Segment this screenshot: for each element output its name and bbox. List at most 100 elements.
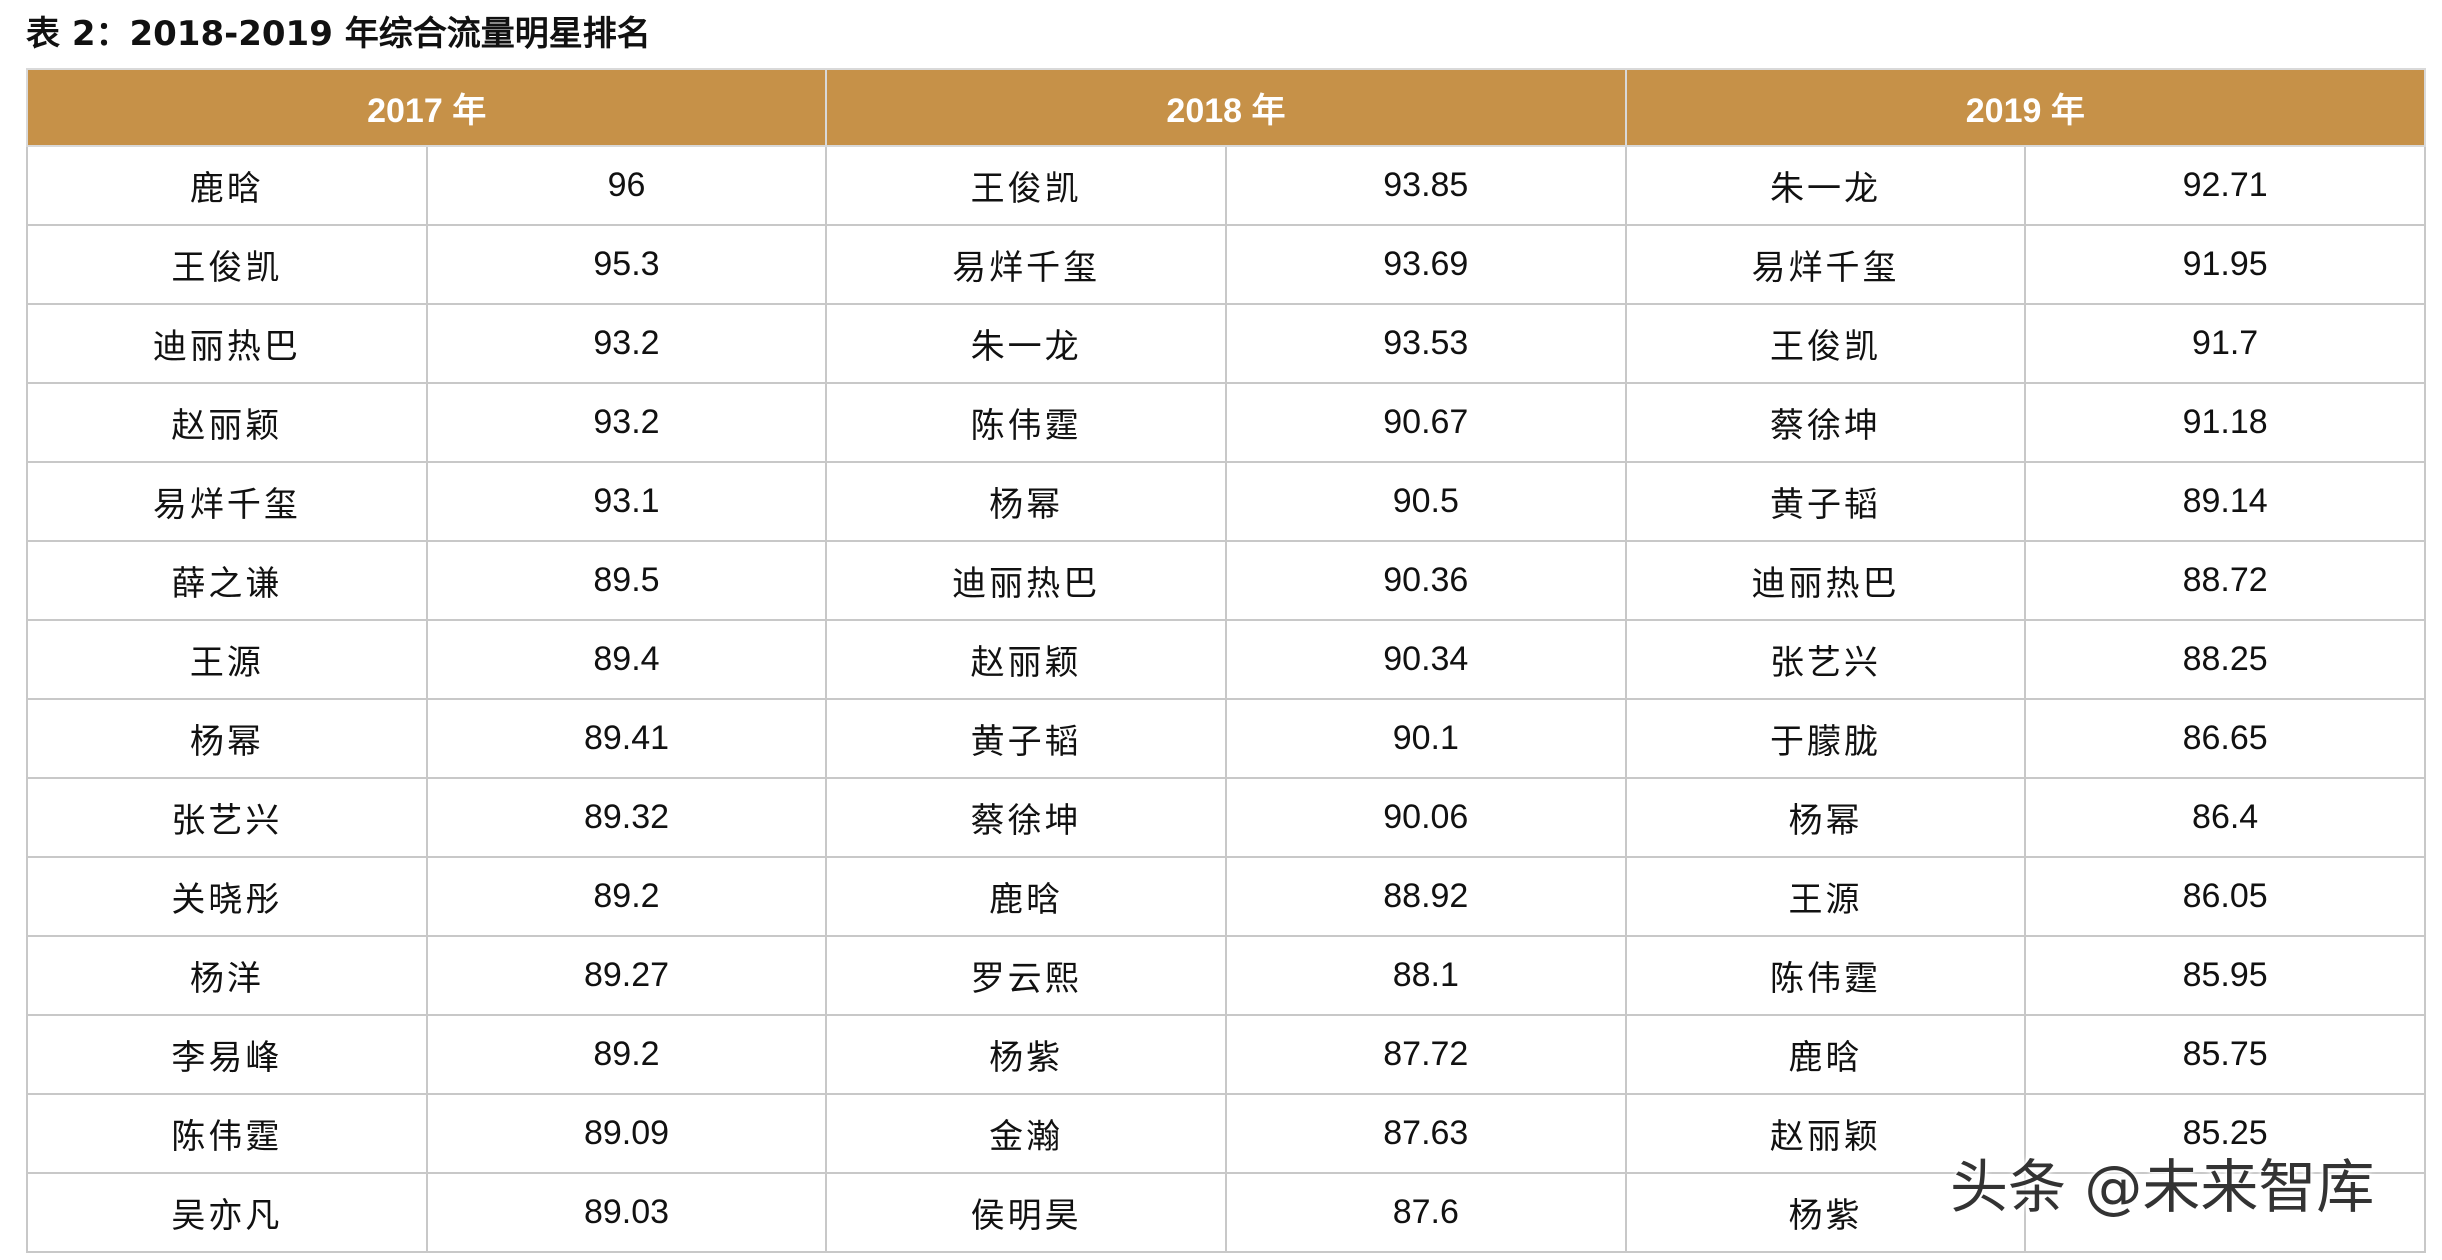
star-name: 杨幂 bbox=[26, 698, 428, 779]
score: 93.85 bbox=[1224, 145, 1627, 226]
star-name: 赵丽颖 bbox=[26, 382, 428, 463]
table-row: 王源 89.4 赵丽颖 90.34 张艺兴 88.25 bbox=[26, 619, 2426, 700]
score: 95.3 bbox=[425, 224, 828, 305]
score: 88.72 bbox=[2024, 540, 2426, 621]
score: 88.25 bbox=[2024, 619, 2426, 700]
star-name: 陈伟霆 bbox=[26, 1093, 428, 1174]
score: 91.18 bbox=[2024, 382, 2426, 463]
score: 89.03 bbox=[425, 1172, 828, 1253]
star-name: 黄子韬 bbox=[825, 698, 1227, 779]
table-row: 薛之谦 89.5 迪丽热巴 90.36 迪丽热巴 88.72 bbox=[26, 540, 2426, 621]
score: 86.65 bbox=[2024, 698, 2426, 779]
score: 88.1 bbox=[1224, 935, 1627, 1016]
star-name: 蔡徐坤 bbox=[825, 777, 1227, 858]
score: 89.32 bbox=[425, 777, 828, 858]
score: 93.69 bbox=[1224, 224, 1627, 305]
score: 90.36 bbox=[1224, 540, 1627, 621]
ranking-table: 2017 年 2018 年 2019 年 鹿晗 96 王俊凯 93.85 朱一龙 92.71 王… bbox=[25, 68, 2427, 1253]
score: 90.67 bbox=[1224, 382, 1627, 463]
star-name: 鹿晗 bbox=[825, 856, 1227, 937]
star-name: 赵丽颖 bbox=[1624, 1093, 2027, 1174]
score: 96 bbox=[425, 145, 828, 226]
score: 86.4 bbox=[2024, 777, 2426, 858]
star-name: 王源 bbox=[26, 619, 428, 700]
star-name: 迪丽热巴 bbox=[825, 540, 1227, 621]
score: 85.75 bbox=[2024, 1014, 2426, 1095]
star-name: 王俊凯 bbox=[1624, 303, 2027, 384]
star-name: 迪丽热巴 bbox=[1624, 540, 2027, 621]
score: 92.71 bbox=[2024, 145, 2426, 226]
score: 89.27 bbox=[425, 935, 828, 1016]
table-row: 易烊千玺 93.1 杨幂 90.5 黄子韬 89.14 bbox=[26, 461, 2426, 542]
table-row: 李易峰 89.2 杨紫 87.72 鹿晗 85.75 bbox=[26, 1014, 2426, 1095]
star-name: 鹿晗 bbox=[1624, 1014, 2027, 1095]
score bbox=[2024, 1172, 2426, 1253]
star-name: 于朦胧 bbox=[1624, 698, 2027, 779]
star-name: 杨紫 bbox=[1624, 1172, 2027, 1253]
table-row: 杨洋 89.27 罗云熙 88.1 陈伟霆 85.95 bbox=[26, 935, 2426, 1016]
table-title: 表 2：2018-2019 年综合流量明星排名 bbox=[26, 14, 651, 54]
table-row: 迪丽热巴 93.2 朱一龙 93.53 王俊凯 91.7 bbox=[26, 303, 2426, 384]
star-name: 易烊千玺 bbox=[1624, 224, 2027, 305]
star-name: 金瀚 bbox=[825, 1093, 1227, 1174]
score: 91.7 bbox=[2024, 303, 2426, 384]
table-row: 张艺兴 89.32 蔡徐坤 90.06 杨幂 86.4 bbox=[26, 777, 2426, 858]
header-row: 2017 年 2018 年 2019 年 bbox=[25, 68, 2427, 147]
score: 89.4 bbox=[425, 619, 828, 700]
star-name: 迪丽热巴 bbox=[26, 303, 428, 384]
score: 89.09 bbox=[425, 1093, 828, 1174]
watermark: 头条 @未来智库 bbox=[1950, 1153, 2375, 1221]
score: 91.95 bbox=[2024, 224, 2426, 305]
star-name: 罗云熙 bbox=[825, 935, 1227, 1016]
score: 93.2 bbox=[425, 382, 828, 463]
star-name: 陈伟霆 bbox=[825, 382, 1227, 463]
star-name: 李易峰 bbox=[26, 1014, 428, 1095]
star-name: 王俊凯 bbox=[825, 145, 1227, 226]
star-name: 杨紫 bbox=[825, 1014, 1227, 1095]
score: 87.6 bbox=[1224, 1172, 1627, 1253]
star-name: 蔡徐坤 bbox=[1624, 382, 2027, 463]
star-name: 薛之谦 bbox=[26, 540, 428, 621]
star-name: 杨幂 bbox=[825, 461, 1227, 542]
score: 90.34 bbox=[1224, 619, 1627, 700]
star-name: 鹿晗 bbox=[26, 145, 428, 226]
star-name: 朱一龙 bbox=[1624, 145, 2027, 226]
score: 93.53 bbox=[1224, 303, 1627, 384]
star-name: 黄子韬 bbox=[1624, 461, 2027, 542]
table-row: 杨幂 89.41 黄子韬 90.1 于朦胧 86.65 bbox=[26, 698, 2426, 779]
year-header: 2018 年 bbox=[825, 68, 1627, 147]
table-row: 吴亦凡 89.03 侯明昊 87.6 杨紫 bbox=[26, 1172, 2426, 1253]
score: 87.63 bbox=[1224, 1093, 1627, 1174]
table-row: 陈伟霆 89.09 金瀚 87.63 赵丽颖 85.25 bbox=[26, 1093, 2426, 1174]
year-header: 2017 年 bbox=[25, 68, 828, 147]
star-name: 张艺兴 bbox=[1624, 619, 2027, 700]
score: 90.1 bbox=[1224, 698, 1627, 779]
star-name: 张艺兴 bbox=[26, 777, 428, 858]
score: 86.05 bbox=[2024, 856, 2426, 937]
star-name: 杨幂 bbox=[1624, 777, 2027, 858]
score: 85.25 bbox=[2024, 1093, 2426, 1174]
table-body: 鹿晗 96 王俊凯 93.85 朱一龙 92.71 王俊凯 95.3 易烊千玺 93.69 易烊千玺… bbox=[26, 145, 2426, 1253]
table-row: 关晓彤 89.2 鹿晗 88.92 王源 86.05 bbox=[26, 856, 2426, 937]
star-name: 易烊千玺 bbox=[26, 461, 428, 542]
score: 93.2 bbox=[425, 303, 828, 384]
table-row: 赵丽颖 93.2 陈伟霆 90.67 蔡徐坤 91.18 bbox=[26, 382, 2426, 463]
table-row: 鹿晗 96 王俊凯 93.85 朱一龙 92.71 bbox=[26, 145, 2426, 226]
star-name: 侯明昊 bbox=[825, 1172, 1227, 1253]
star-name: 关晓彤 bbox=[26, 856, 428, 937]
score: 90.06 bbox=[1224, 777, 1627, 858]
score: 90.5 bbox=[1224, 461, 1627, 542]
score: 89.41 bbox=[425, 698, 828, 779]
star-name: 杨洋 bbox=[26, 935, 428, 1016]
score: 87.72 bbox=[1224, 1014, 1627, 1095]
star-name: 王俊凯 bbox=[26, 224, 428, 305]
score: 89.5 bbox=[425, 540, 828, 621]
star-name: 易烊千玺 bbox=[825, 224, 1227, 305]
score: 88.92 bbox=[1224, 856, 1627, 937]
star-name: 王源 bbox=[1624, 856, 2027, 937]
score: 85.95 bbox=[2024, 935, 2426, 1016]
table-row: 王俊凯 95.3 易烊千玺 93.69 易烊千玺 91.95 bbox=[26, 224, 2426, 305]
score: 89.2 bbox=[425, 1014, 828, 1095]
star-name: 朱一龙 bbox=[825, 303, 1227, 384]
